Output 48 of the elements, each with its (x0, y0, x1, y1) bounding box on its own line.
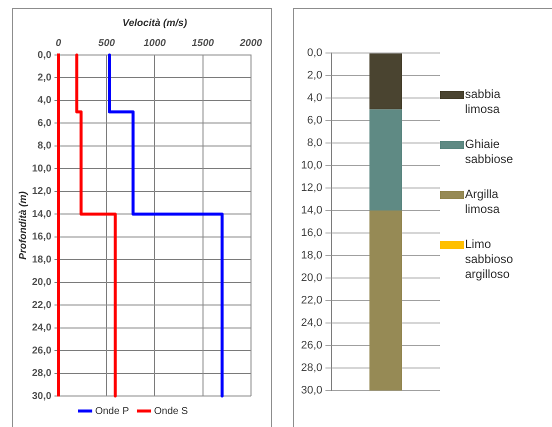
y-tick-label: 24,0 (32, 322, 52, 334)
y-tick-label: 26,0 (300, 340, 322, 352)
y-tick-label: 22,0 (32, 300, 52, 311)
y-tick-label: 10,0 (300, 160, 322, 172)
y-axis-title: Profondità (m) (18, 190, 29, 260)
x-tick-label: 1500 (192, 38, 214, 49)
legend-label: Onde S (154, 406, 188, 417)
y-tick-label: 6,0 (38, 118, 52, 129)
x-tick-label: 2000 (238, 38, 263, 49)
y-tick-label: 12,0 (32, 186, 52, 198)
y-tick-label: 18,0 (32, 254, 52, 266)
y-tick-label: 18,0 (300, 250, 322, 262)
y-tick-label: 4,0 (307, 92, 322, 104)
y-tick-label: 8,0 (307, 137, 322, 150)
legend-label: Limo sabbioso argilloso (465, 237, 514, 282)
legend-label: sabbia limosa (465, 87, 502, 117)
legend-label: Ghiaie sabbiose (465, 137, 514, 167)
bar (369, 54, 402, 110)
y-tick-label: 26,0 (32, 345, 52, 356)
y-tick-label: 28,0 (32, 368, 52, 380)
legend-label: Argilla limosa (465, 187, 501, 217)
y-tick-label: 16,0 (300, 227, 322, 240)
y-tick-label: 12,0 (300, 182, 322, 194)
y-tick-label: 20,0 (32, 277, 52, 288)
y-tick-label: 14,0 (300, 204, 322, 217)
legend-label: Onde P (95, 406, 130, 417)
y-tick-label: 6,0 (307, 114, 322, 127)
y-tick-label: 2,0 (307, 70, 322, 82)
x-tick-label: 500 (98, 38, 116, 49)
y-tick-label: 14,0 (32, 208, 52, 220)
y-tick-label: 28,0 (300, 362, 322, 374)
y-tick-label: 16,0 (32, 232, 52, 243)
y-tick-label: 24,0 (300, 317, 322, 330)
y-tick-label: 20,0 (300, 272, 322, 284)
x-axis-title: Velocità (m/s) (122, 18, 188, 29)
y-tick-label: 10,0 (32, 163, 52, 174)
y-tick-label: 4,0 (38, 95, 52, 106)
y-tick-label: 22,0 (300, 294, 322, 307)
y-tick-label: 30,0 (300, 384, 322, 397)
y-tick-label: 0,0 (307, 47, 322, 60)
y-tick-label: 0,0 (38, 50, 52, 61)
y-tick-label: 30,0 (32, 390, 52, 402)
bar (369, 210, 402, 391)
bar (369, 109, 402, 211)
y-tick-label: 8,0 (38, 140, 52, 152)
x-tick-label: 0 (56, 38, 62, 49)
y-tick-label: 2,0 (38, 72, 52, 84)
x-tick-label: 1000 (144, 38, 166, 49)
